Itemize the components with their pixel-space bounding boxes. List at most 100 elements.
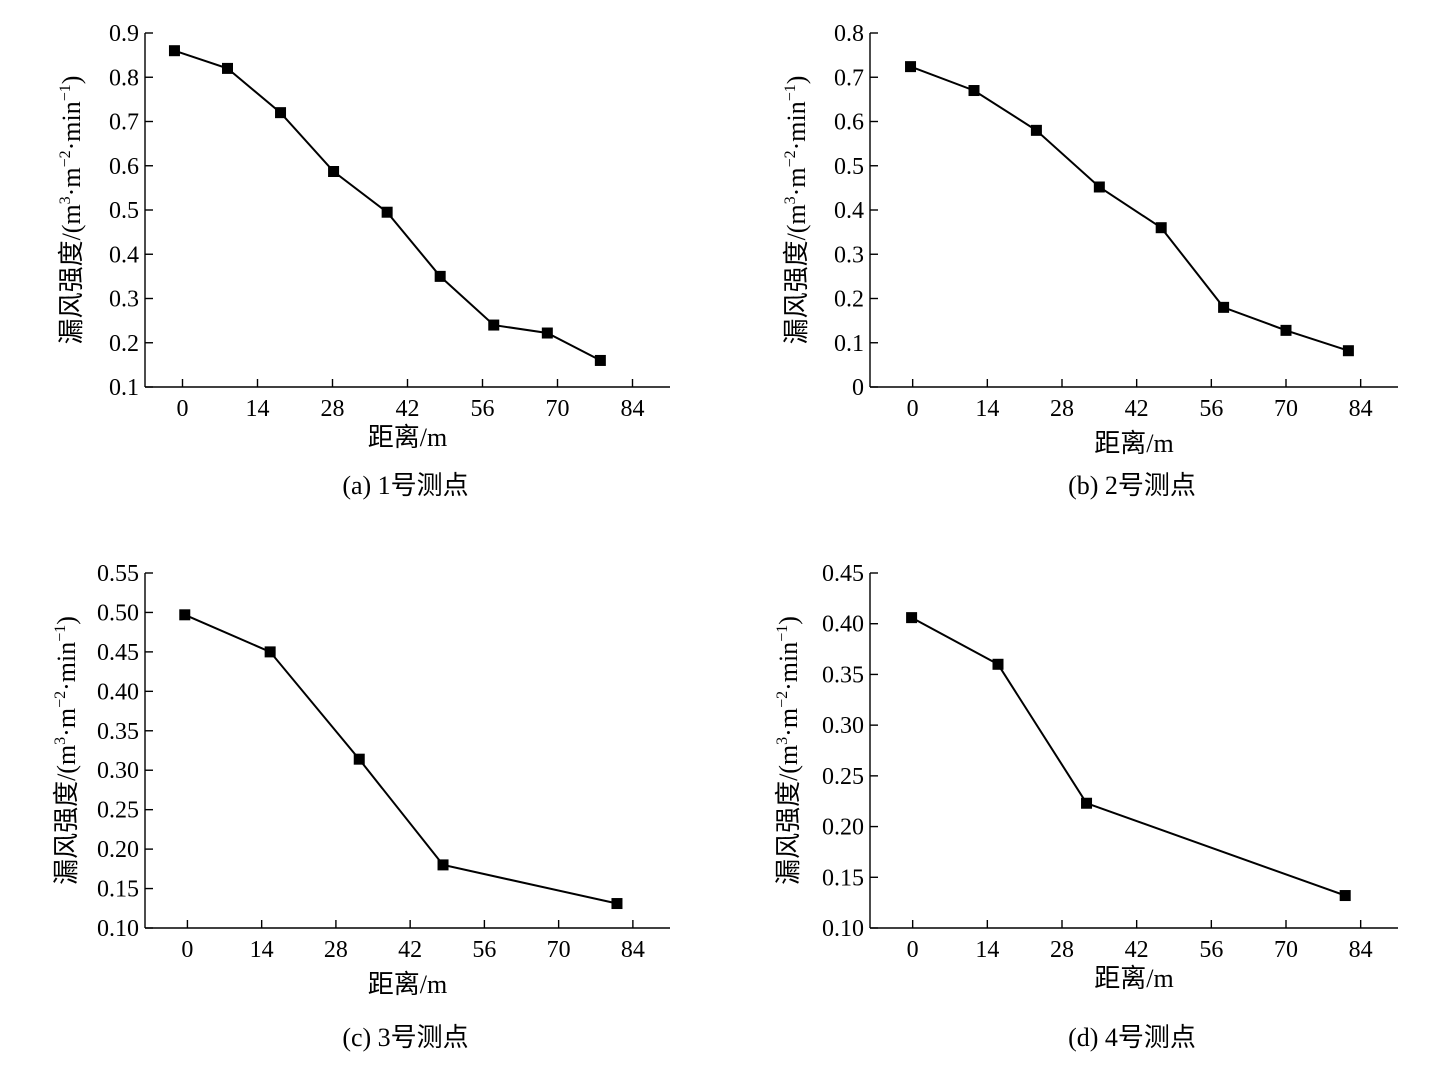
data-point-marker — [264, 646, 276, 658]
y-axis-label-part: 3 — [57, 196, 74, 204]
y-tick-label: 0.25 — [822, 764, 864, 790]
y-tick-label: 0.3 — [834, 242, 864, 268]
y-tick-label: 0.1 — [109, 375, 139, 401]
y-tick-label: 0.8 — [109, 65, 139, 91]
y-tick-label: 0.3 — [109, 287, 139, 313]
x-tick-label: 0 — [181, 937, 193, 963]
y-tick-label: 0.30 — [822, 713, 864, 739]
data-point-marker — [488, 319, 500, 331]
y-tick-label: 0.30 — [97, 758, 139, 784]
x-tick-label: 84 — [621, 937, 645, 963]
x-axis-label: 距离/m — [1094, 429, 1173, 458]
y-tick-label: 0.8 — [834, 21, 864, 47]
y-tick-label: 0.4 — [834, 198, 864, 224]
y-tick-label: 0.10 — [822, 916, 864, 942]
y-tick-label: 0.25 — [97, 798, 139, 824]
y-axis-label-part: 3 — [774, 737, 791, 745]
chart-panel-a: 0.1 0.2 0.3 0.4 0.5 0.6 0.7 0.8 0.9 0 14 28 42 56 70 84… — [57, 21, 670, 500]
y-tick-label: 0.35 — [822, 662, 864, 688]
panel-caption: (d) 4号测点 — [1068, 1023, 1196, 1052]
y-axis-label-part: ·min — [774, 642, 803, 691]
x-tick-label: 28 — [321, 396, 345, 422]
y-tick-label: 0 — [852, 375, 864, 401]
y-tick-label: 0.35 — [97, 719, 139, 745]
x-tick-label: 42 — [398, 937, 422, 963]
x-tick-label: 28 — [324, 937, 348, 963]
y-tick-label: 0.1 — [834, 331, 864, 357]
x-tick-label: 0 — [907, 937, 919, 963]
x-tick-label: 56 — [472, 937, 496, 963]
y-axis-label-part: ·m — [774, 708, 803, 737]
series-line — [911, 616, 1346, 897]
y-axis-label-part: ·m — [57, 167, 86, 196]
y-tick-label: 0.50 — [97, 600, 139, 626]
chart-panel-d: 0.10 0.15 0.20 0.25 0.30 0.35 0.40 0.45 0 14 28 42 5… — [774, 561, 1398, 1052]
data-point-marker — [1339, 890, 1351, 902]
x-tick-label: 84 — [1349, 937, 1373, 963]
x-tick-label: 56 — [1199, 396, 1223, 422]
data-point-marker — [906, 612, 918, 624]
x-tick-label: 56 — [471, 396, 495, 422]
chart-panel-c: 0.10 0.15 0.20 0.25 0.30 0.35 0.40 0.45 0.50 0.55… — [52, 561, 670, 1052]
y-tick-label: 0.15 — [97, 877, 139, 903]
y-axis-label-part: ) — [782, 76, 811, 85]
x-tick-label: 14 — [975, 396, 999, 422]
y-axis-label-part: −1 — [52, 625, 69, 642]
data-point-marker — [275, 107, 287, 119]
panel-caption: (b) 2号测点 — [1068, 471, 1196, 500]
y-axis-label-part: ·min — [52, 642, 81, 691]
x-tick-label: 70 — [1274, 396, 1298, 422]
x-tick-label: 70 — [546, 396, 570, 422]
data-point-marker — [353, 753, 365, 765]
series-line — [910, 65, 1349, 352]
data-point-marker — [1342, 345, 1354, 357]
x-tick-label: 0 — [907, 396, 919, 422]
x-tick-label: 0 — [177, 396, 189, 422]
x-tick-label: 70 — [1274, 937, 1298, 963]
y-axis-label-part: −2 — [57, 150, 74, 167]
data-point-marker — [434, 270, 446, 282]
y-axis-label-part: −2 — [774, 691, 791, 708]
data-point-marker — [1093, 181, 1105, 193]
data-point-marker — [179, 609, 191, 621]
data-point-marker — [905, 61, 917, 73]
y-axis-label-part: 漏风强度/(m — [52, 745, 81, 885]
y-tick-label: 0.40 — [97, 679, 139, 705]
y-axis-label-part: −2 — [52, 691, 69, 708]
data-point-marker — [168, 45, 180, 57]
y-axis-label: 漏风强度/(m3·m−2·min−1) — [774, 616, 803, 885]
y-axis-label-part: −1 — [782, 84, 799, 101]
y-tick-label: 0.20 — [97, 837, 139, 863]
y-axis-label: 漏风强度/(m3·m−2·min−1) — [782, 76, 811, 345]
data-point-marker — [328, 166, 340, 178]
y-axis-label-part: ·min — [782, 101, 811, 150]
y-axis-label-part: −2 — [782, 150, 799, 167]
data-point-marker — [1081, 797, 1093, 809]
y-axis-label-part: ·m — [52, 708, 81, 737]
y-tick-label: 0.6 — [109, 154, 139, 180]
data-point-marker — [1030, 124, 1042, 136]
y-axis-label-part: ) — [52, 616, 81, 625]
x-tick-label: 42 — [1125, 937, 1149, 963]
y-tick-label: 0.2 — [834, 287, 864, 313]
y-tick-label: 0.45 — [97, 640, 139, 666]
series-line — [184, 613, 618, 905]
y-axis-label-part: ·m — [782, 167, 811, 196]
x-tick-label: 56 — [1199, 937, 1223, 963]
data-point-marker — [381, 206, 393, 218]
y-tick-label: 0.7 — [834, 65, 864, 91]
data-point-marker — [1280, 324, 1292, 336]
x-tick-label: 70 — [547, 937, 571, 963]
x-tick-label: 28 — [1050, 396, 1074, 422]
y-axis-label-part: 漏风强度/(m — [782, 204, 811, 344]
y-axis-label-part: 漏风强度/(m — [57, 204, 86, 344]
x-axis-label: 距离/m — [368, 423, 447, 452]
series-line — [174, 49, 601, 362]
x-axis-label: 距离/m — [1094, 964, 1173, 993]
y-axis-label-part: ) — [57, 76, 86, 85]
data-point-marker — [1155, 222, 1167, 234]
data-point-marker — [437, 859, 449, 871]
y-axis-label-part: ) — [774, 616, 803, 625]
y-tick-label: 0.6 — [834, 110, 864, 136]
